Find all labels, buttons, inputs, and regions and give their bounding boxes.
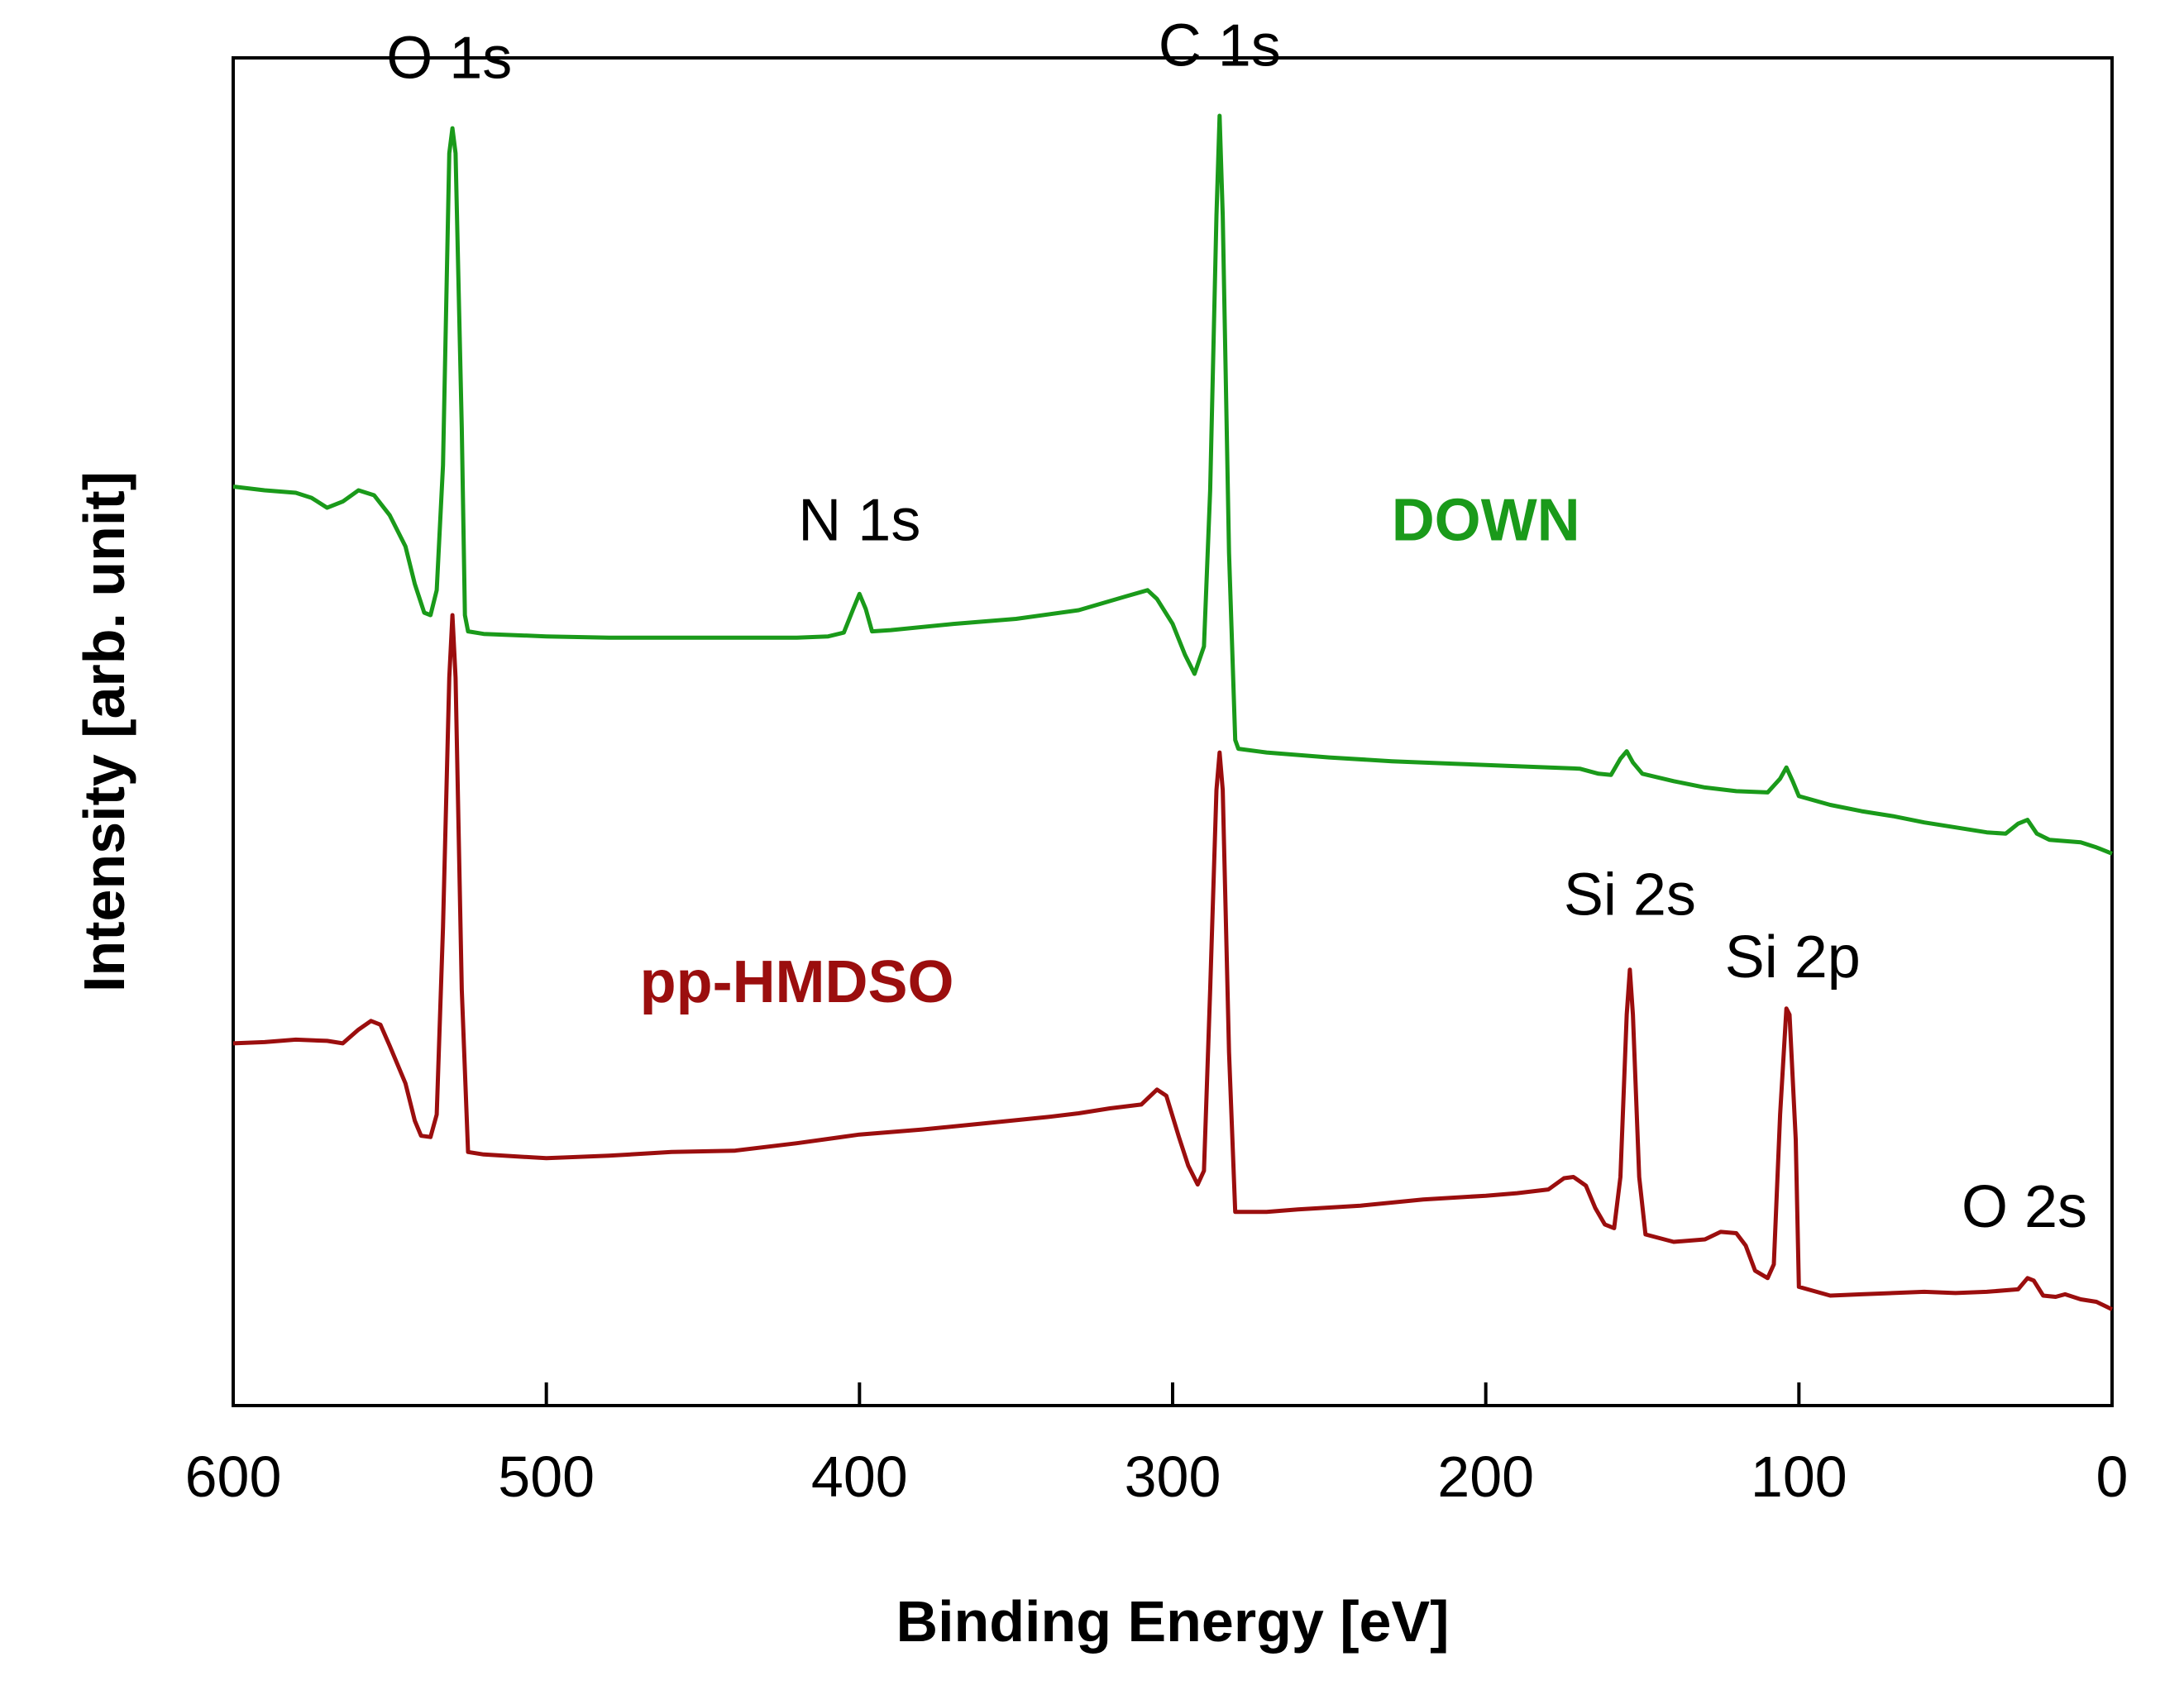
x-tick-label: 300: [1125, 1444, 1221, 1509]
x-tick-label: 200: [1437, 1444, 1534, 1509]
series-label-pp-hmdso: pp-HMDSO: [640, 949, 954, 1015]
y-axis-title: Intensity [arb. unit]: [72, 471, 136, 992]
series-lines: [232, 113, 2114, 1311]
x-tick-label: 100: [1751, 1444, 1847, 1509]
peak-label-c-1s: C 1s: [1159, 13, 1281, 79]
x-tick-label: 600: [185, 1444, 282, 1509]
peak-label-o-1s: O 1s: [386, 26, 512, 92]
series-label-down: DOWN: [1392, 487, 1580, 553]
peak-label-si-2p: Si 2p: [1725, 924, 1861, 991]
plot-area-frame: [232, 56, 2114, 1407]
x-axis-ticks: [232, 1382, 2114, 1406]
x-axis-tick-labels: 600 500 400 300 200 100 0: [185, 1444, 2129, 1509]
x-tick-label: 0: [2096, 1444, 2129, 1509]
peak-label-o-2s: O 2s: [1962, 1174, 2087, 1240]
series-line-down: [232, 113, 2113, 856]
x-tick-label: 400: [811, 1444, 908, 1509]
x-axis-title: Binding Energy [eV]: [896, 1589, 1450, 1654]
x-tick-label: 500: [498, 1444, 595, 1509]
series-line-pp-hmdso: [232, 613, 2114, 1311]
peak-annotations: O 1s C 1s N 1s Si 2s Si 2p O 2s DOWN pp-HMDSO: [386, 13, 2087, 1240]
peak-label-si-2s: Si 2s: [1564, 862, 1696, 928]
peak-label-n-1s: N 1s: [798, 487, 920, 553]
